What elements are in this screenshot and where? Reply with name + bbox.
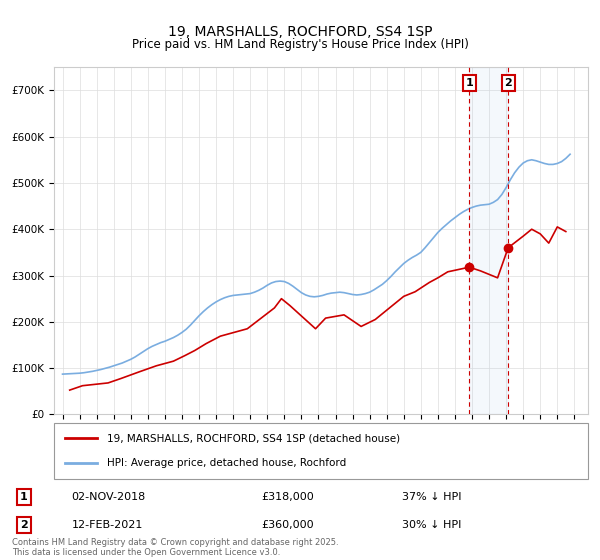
Text: 19, MARSHALLS, ROCHFORD, SS4 1SP (detached house): 19, MARSHALLS, ROCHFORD, SS4 1SP (detach… — [107, 433, 401, 444]
Text: Contains HM Land Registry data © Crown copyright and database right 2025.
This d: Contains HM Land Registry data © Crown c… — [12, 538, 338, 557]
Text: £318,000: £318,000 — [262, 492, 314, 502]
Text: 30% ↓ HPI: 30% ↓ HPI — [403, 520, 461, 530]
Text: 02-NOV-2018: 02-NOV-2018 — [71, 492, 145, 502]
Text: 37% ↓ HPI: 37% ↓ HPI — [402, 492, 462, 502]
Bar — [469, 67, 508, 414]
Text: Price paid vs. HM Land Registry's House Price Index (HPI): Price paid vs. HM Land Registry's House … — [131, 38, 469, 51]
Text: 2: 2 — [20, 520, 28, 530]
Text: HPI: Average price, detached house, Rochford: HPI: Average price, detached house, Roch… — [107, 458, 347, 468]
Text: 2: 2 — [504, 78, 512, 88]
Text: 19, MARSHALLS, ROCHFORD, SS4 1SP: 19, MARSHALLS, ROCHFORD, SS4 1SP — [168, 25, 432, 39]
Text: 1: 1 — [466, 78, 473, 88]
Text: 12-FEB-2021: 12-FEB-2021 — [73, 520, 143, 530]
Text: £360,000: £360,000 — [262, 520, 314, 530]
FancyBboxPatch shape — [54, 423, 588, 479]
Text: 1: 1 — [20, 492, 28, 502]
